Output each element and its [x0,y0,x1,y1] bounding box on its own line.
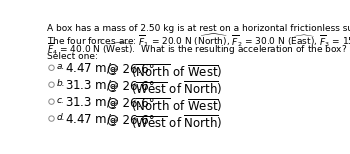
Text: c.: c. [57,96,65,105]
Text: @ 26.6°: @ 26.6° [107,113,155,126]
Text: ($\overline{\mathrm{North}}$ of $\overline{\mathrm{West}}$): ($\overline{\mathrm{North}}$ of $\overli… [131,62,223,80]
Text: Select one:: Select one: [47,52,98,61]
Text: 4.47 $\mathrm{m}/{}_{\mathregular{s^2}}$: 4.47 $\mathrm{m}/{}_{\mathregular{s^2}}$ [65,113,120,128]
Text: a.: a. [57,62,65,71]
Text: ($\overline{\mathrm{West}}$ of $\overline{\mathrm{North}}$): ($\overline{\mathrm{West}}$ of $\overlin… [131,79,223,97]
Text: b.: b. [57,79,65,88]
Text: The four forces are: $\overline{F}_1$ = 20.0 N ($\widehat{\mathrm{North}}$), $\o: The four forces are: $\overline{F}_1$ = … [47,32,350,49]
Text: A box has a mass of 2.50 kg is at rest on a horizontal frictionless surface.  Fo: A box has a mass of 2.50 kg is at rest o… [47,24,350,33]
Text: 31.3 $\mathrm{m}/{}_{\mathregular{s^2}}$: 31.3 $\mathrm{m}/{}_{\mathregular{s^2}}$ [65,79,120,94]
Text: $\overline{F}_4$ = 40.0 N ($\widehat{\mathrm{West}}$).  What is the resulting ac: $\overline{F}_4$ = 40.0 N ($\widehat{\ma… [47,41,347,57]
Text: 31.3 $\mathrm{m}/{}_{\mathregular{s^2}}$: 31.3 $\mathrm{m}/{}_{\mathregular{s^2}}$ [65,96,120,111]
Text: @ 26.6°: @ 26.6° [107,96,155,109]
Text: @ 26.6°: @ 26.6° [107,79,155,92]
Text: d.: d. [57,113,65,122]
Text: @ 26.6°: @ 26.6° [107,62,155,75]
Text: ($\overline{\mathrm{West}}$ of $\overline{\mathrm{North}}$): ($\overline{\mathrm{West}}$ of $\overlin… [131,113,223,131]
Text: ($\overline{\mathrm{North}}$ of $\overline{\mathrm{West}}$): ($\overline{\mathrm{North}}$ of $\overli… [131,96,223,114]
Text: 4.47 $\mathrm{m}/{}_{\mathregular{s^2}}$: 4.47 $\mathrm{m}/{}_{\mathregular{s^2}}$ [65,62,120,77]
